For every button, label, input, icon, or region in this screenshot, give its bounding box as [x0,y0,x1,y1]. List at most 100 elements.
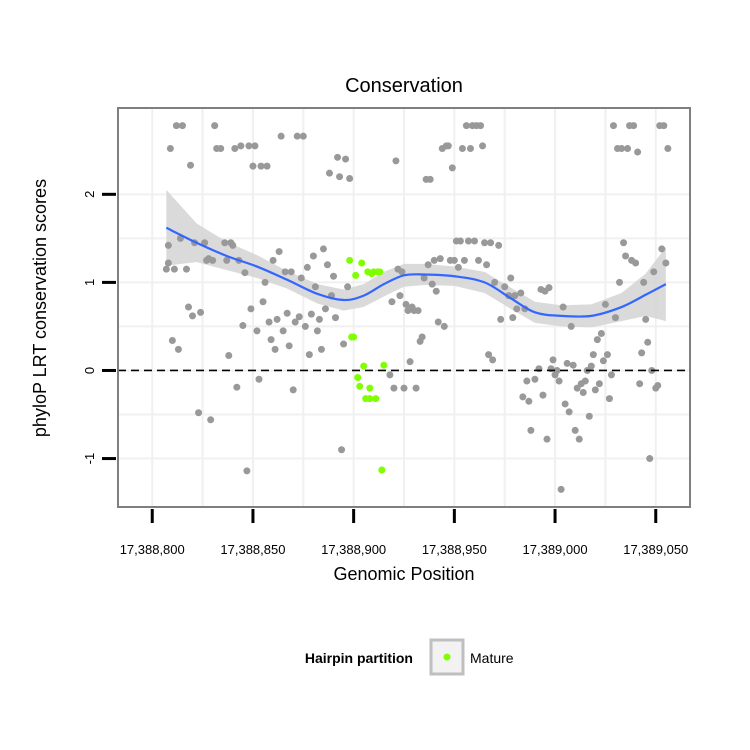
data-point [426,175,434,183]
data-point [299,132,307,140]
data-point [646,455,654,463]
data-point [454,263,462,271]
data-point [172,122,180,130]
data-point [267,336,275,344]
data-point [464,237,472,245]
data-point [485,351,493,359]
data-point [559,303,567,311]
data-point [209,256,217,264]
data-point [624,145,632,153]
data-point [563,359,571,367]
data-point [418,333,426,341]
data-point [638,349,646,357]
data-point [321,305,329,313]
data-point [346,174,354,182]
data-point [168,337,176,345]
data-point [591,386,599,394]
data-point [283,309,291,317]
x-tick-label: 17,389,000 [523,542,588,557]
data-point-mature [350,333,358,341]
data-point [293,132,301,140]
data-point-mature [380,361,388,369]
data-point [398,268,406,276]
data-point [632,259,640,267]
data-point-mature [352,271,360,279]
data-point [182,265,190,273]
data-point [634,148,642,156]
data-point [386,371,394,379]
data-point [317,345,325,353]
data-point [187,161,195,169]
data-point-mature [360,362,368,370]
data-point [620,239,628,247]
data-point [539,391,547,399]
data-point [332,314,340,322]
data-point [178,122,186,130]
data-point-mature [346,256,354,264]
data-point [636,380,644,388]
data-point-mature [354,374,362,382]
data-point [315,315,323,323]
data-point [444,142,452,150]
y-axis-label: phyloP LRT conservation scores [30,179,50,437]
data-point [334,153,342,161]
data-point [247,305,255,313]
smooth-trend-line [165,226,667,318]
data-point [420,274,428,282]
data-point [555,377,563,385]
x-tick-label: 17,388,850 [220,542,285,557]
legend: Hairpin partition Mature [305,638,514,676]
data-point [313,327,321,335]
data-point [285,342,293,350]
data-point [259,298,267,306]
data-point [609,122,617,130]
data-point [162,265,170,273]
data-point [301,322,309,330]
data-point [406,358,414,366]
data-point [231,145,239,153]
data-point [390,384,398,392]
data-point [470,237,478,245]
data-point [460,256,468,264]
panel-border [117,107,691,508]
data-point [517,289,525,297]
chart-title: Conservation [345,75,463,97]
data-point [249,162,257,170]
data-point [601,300,609,308]
data-point [448,164,456,172]
data-point [593,336,601,344]
data-point [245,142,253,150]
data-point [487,239,495,247]
data-point [402,300,410,308]
data-point [523,377,531,385]
data-point [549,356,557,364]
data-point [263,162,271,170]
data-point [491,278,499,286]
data-point [195,409,203,417]
data-point-mature [378,466,386,474]
data-point [440,322,448,330]
data-point [291,318,299,326]
data-point [587,362,595,370]
data-point [414,307,422,315]
data-point [428,280,436,288]
plot-panel [117,107,691,508]
data-point [501,283,509,291]
data-point [174,345,182,353]
data-point [197,308,205,316]
data-point [466,145,474,153]
data-point [640,278,648,286]
data-point [432,287,440,295]
data-point [630,122,638,130]
data-point [325,169,333,177]
data-point [525,397,533,405]
y-tick-label: 0 [82,367,97,374]
y-tick-label: -1 [82,453,97,465]
data-point [571,426,579,434]
data-point [618,145,626,153]
data-point [184,303,192,311]
data-point [164,241,172,249]
data-point [458,145,466,153]
data-point [319,245,327,253]
